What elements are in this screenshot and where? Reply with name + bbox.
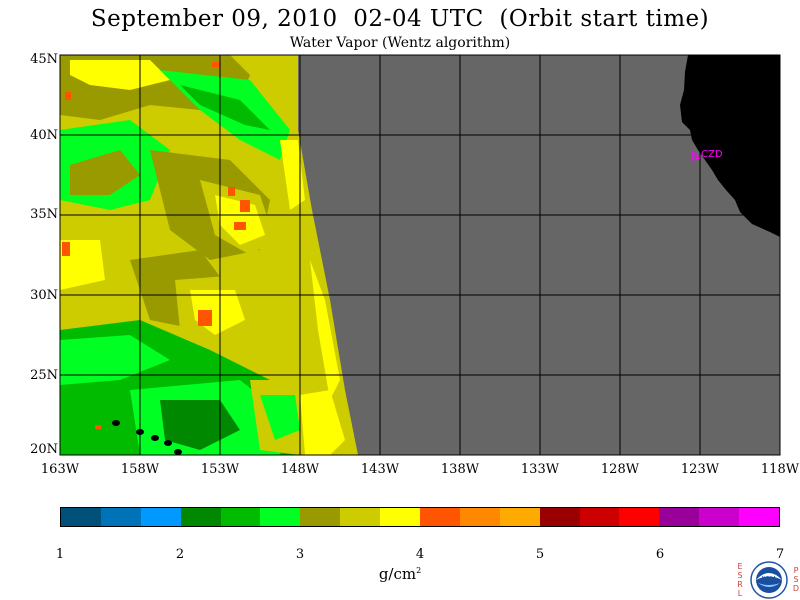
colorbar-segment-9 [380,508,421,526]
colorbar-segment-6 [260,508,301,526]
vapor-field-11 [60,240,105,290]
logo-letter: L [737,589,743,598]
chart-title: September 09, 2010 02-04 UTC (Orbit star… [90,6,710,32]
colorbar-segment-10 [420,508,460,526]
logo-letter: R [737,580,743,589]
logo-letter: E [737,562,743,571]
colorbar-tick-5: 5 [535,547,545,562]
lat-label-40n: 40N [30,128,58,143]
vapor-field-19 [60,395,120,450]
lon-label-153w: 153W [200,462,240,477]
colorbar-segment-4 [180,508,221,526]
colorbar-segment-1 [61,508,101,526]
island-1 [112,420,120,426]
colorbar-segment-16 [659,508,700,526]
colorbar-segment-18 [739,508,780,526]
colorbar [60,507,780,527]
station-label-czd: CZD [701,149,723,160]
logo-letter: D [792,584,800,593]
lon-label-163w: 163W [40,462,80,477]
colorbar-tick-3: 3 [295,547,305,562]
vapor-maximum-4 [240,200,250,212]
logo-emblem-text: NOAA [762,576,777,582]
vapor-maximum-5 [234,222,246,230]
colorbar-tick-2: 2 [175,547,185,562]
chart-subtitle: Water Vapor (Wentz algorithm) [289,35,511,51]
land-california [680,55,780,237]
lon-label-133w: 133W [520,462,560,477]
vapor-field-23 [260,395,300,440]
vapor-field-9 [215,195,265,245]
colorbar-tick-7: 7 [775,547,785,562]
colorbar-segment-17 [699,508,740,526]
lat-label-35n: 35N [30,207,58,222]
colorbar-units: g/cm2 [370,565,430,583]
lat-label-30n: 30N [30,288,58,303]
lon-label-143w: 143W [360,462,400,477]
lon-label-158w: 158W [120,462,160,477]
lon-label-148w: 148W [280,462,320,477]
vapor-maximum-1 [65,92,71,100]
station-marker-czd [692,150,701,162]
lon-label-123w: 123W [680,462,720,477]
vapor-field-2 [70,60,170,90]
colorbar-segment-11 [459,508,500,526]
map-content: CZD [59,54,781,456]
colorbar-segment-3 [140,508,181,526]
island-4 [164,440,172,446]
lat-label-45n: 45N [30,52,58,67]
logo-letter: P [793,566,799,575]
lon-label-118w: 118W [760,462,800,477]
map-frame [59,54,781,456]
colorbar-segment-14 [579,508,620,526]
map-layers: CZD [60,55,780,455]
vapor-maximum-6 [198,310,212,326]
lon-label-138w: 138W [440,462,480,477]
units-exponent: 2 [416,566,422,575]
lon-label-128w: 128W [600,462,640,477]
colorbar-tick-4: 4 [415,547,425,562]
vapor-maximum-2 [212,62,220,67]
vapor-field-16 [60,335,170,385]
vapor-maximum-8 [95,425,101,429]
colorbar-tick-6: 6 [655,547,665,562]
noaa-emblem-icon: NOAA [750,561,788,599]
logo-right-letters: P S D [792,566,800,593]
logo-letter: S [793,575,799,584]
vapor-field-24 [300,390,345,455]
vapor-field-4 [180,85,270,130]
colorbar-segment-5 [220,508,261,526]
colorbar-segment-12 [499,508,540,526]
vapor-field-20 [280,140,305,210]
island-5 [174,449,182,455]
vapor-maximum-3 [228,187,235,196]
colorbar-segment-8 [340,508,381,526]
lat-label-25n: 25N [30,368,58,383]
noaa-esrl-psd-logo: E S R L NOAA P S D [735,560,800,600]
colorbar-segment-13 [539,508,580,526]
units-base: g/cm [378,565,417,583]
colorbar-segment-15 [619,508,660,526]
colorbar-segment-2 [100,508,141,526]
colorbar-segment-7 [300,508,341,526]
island-3 [151,435,159,441]
lat-label-20n: 20N [30,442,58,457]
vapor-field-6 [70,150,140,195]
logo-left-letters: E S R L [736,562,744,598]
logo-letter: S [737,571,743,580]
vapor-maximum-7 [62,242,70,256]
colorbar-tick-1: 1 [55,547,65,562]
